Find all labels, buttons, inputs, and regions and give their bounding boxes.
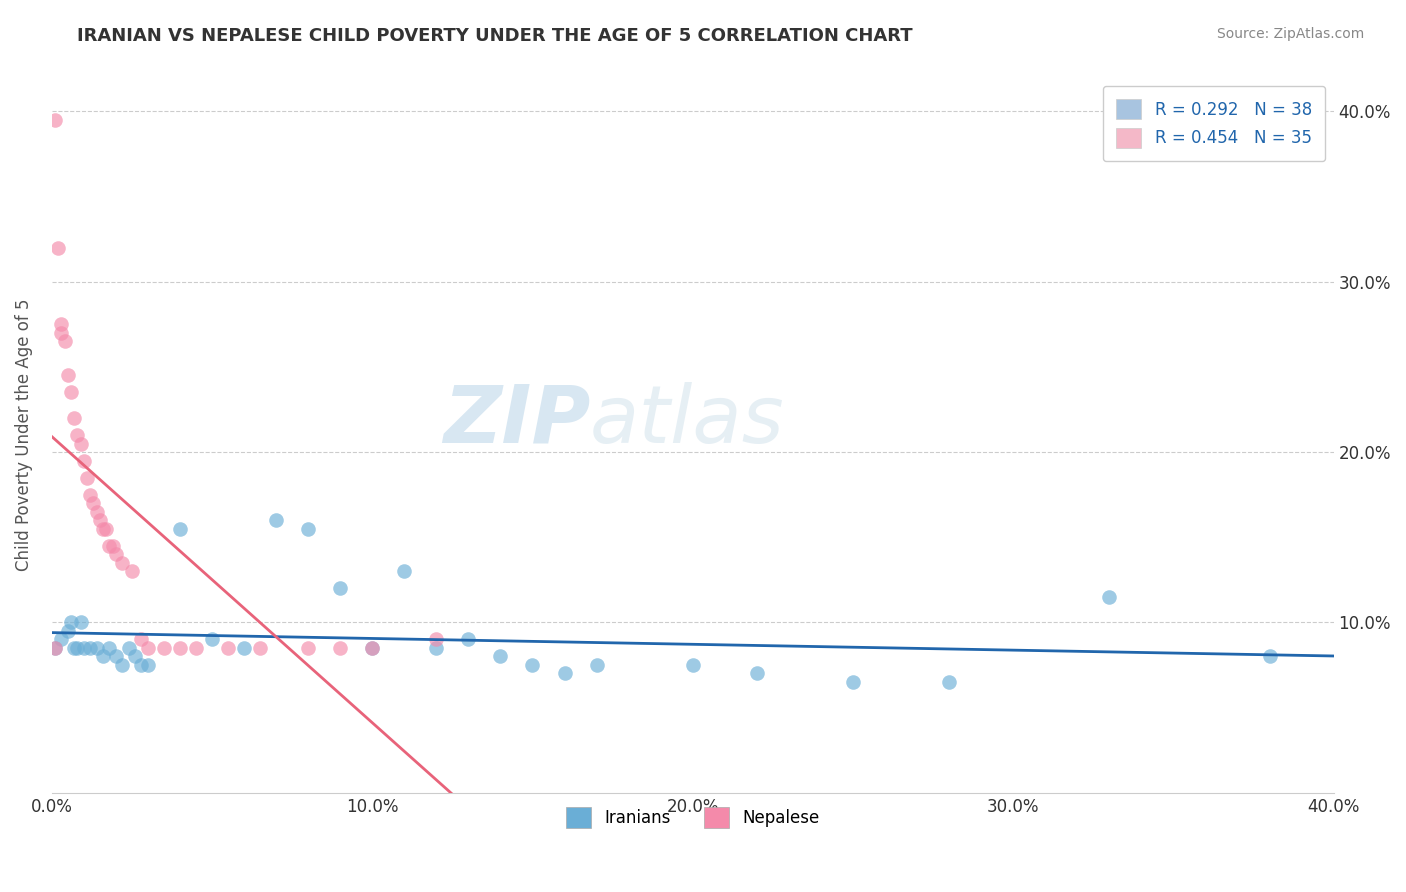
Point [96,522,118,536]
Point [169,640,191,655]
Point [842,675,865,690]
Point [1258,649,1281,664]
Point [86,505,108,519]
Point [51,632,73,647]
Point [73,640,96,655]
Point [249,640,271,655]
Point [585,657,607,672]
Point [425,632,447,647]
Point [1098,590,1121,604]
Point [91,649,114,664]
Point [136,657,159,672]
Point [51,326,73,340]
Point [104,649,127,664]
Point [73,453,96,467]
Point [59,615,82,630]
Text: IRANIAN VS NEPALESE CHILD POVERTY UNDER THE AGE OF 5 CORRELATION CHART: IRANIAN VS NEPALESE CHILD POVERTY UNDER … [77,27,912,45]
Point [69,436,91,450]
Point [59,385,82,400]
Point [682,657,704,672]
Point [82,496,104,510]
Point [457,632,479,647]
Point [394,564,416,578]
Legend: Iranians, Nepalese: Iranians, Nepalese [560,801,827,834]
Point [79,640,101,655]
Point [124,649,146,664]
Point [121,564,143,578]
Point [98,640,121,655]
Point [169,522,191,536]
Point [201,632,224,647]
Point [79,488,101,502]
Point [297,640,319,655]
Point [329,640,352,655]
Point [46,241,69,255]
Point [44,640,66,655]
Point [361,640,384,655]
Text: Source: ZipAtlas.com: Source: ZipAtlas.com [1216,27,1364,41]
Point [425,640,447,655]
Point [264,513,287,527]
Text: atlas: atlas [591,382,785,459]
Point [63,640,86,655]
Point [184,640,207,655]
Point [111,657,134,672]
Point [553,666,575,681]
Point [217,640,239,655]
Point [101,539,124,553]
Point [86,640,108,655]
Point [69,615,91,630]
Point [98,539,121,553]
Point [53,334,76,349]
Point [938,675,960,690]
Text: ZIP: ZIP [443,382,591,459]
Point [745,666,768,681]
Point [111,556,134,570]
Point [91,522,114,536]
Point [44,640,66,655]
Point [522,657,544,672]
Point [51,318,73,332]
Point [131,657,153,672]
Point [56,624,79,638]
Point [56,368,79,383]
Point [63,411,86,425]
Point [89,513,111,527]
Point [153,640,176,655]
Point [131,632,153,647]
Point [104,547,127,561]
Point [361,640,384,655]
Point [66,640,89,655]
Point [66,428,89,442]
Point [329,582,352,596]
Point [297,522,319,536]
Point [76,470,98,484]
Point [136,640,159,655]
Point [233,640,256,655]
Point [44,113,66,128]
Point [489,649,512,664]
Point [118,640,141,655]
Y-axis label: Child Poverty Under the Age of 5: Child Poverty Under the Age of 5 [15,299,32,571]
